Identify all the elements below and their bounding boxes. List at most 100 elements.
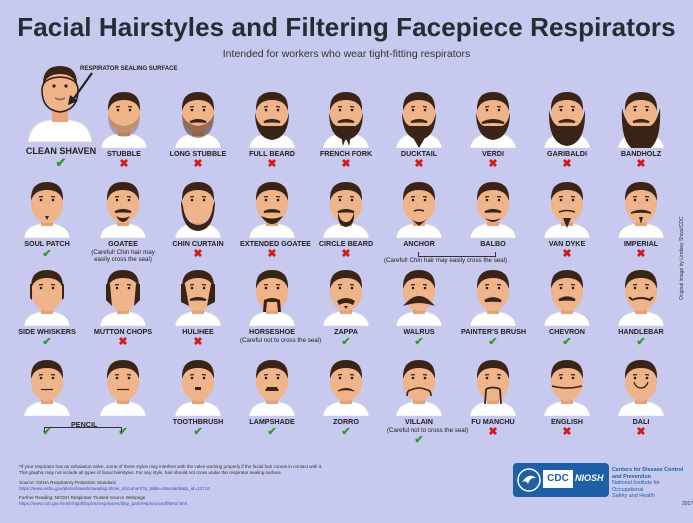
- hairstyle-handlebar: HANDLEBAR ✔: [609, 264, 673, 348]
- clean-shaven-figure: [24, 60, 96, 142]
- face-illustration: [617, 270, 665, 326]
- hairstyle-imperial: IMPERIAL ✖: [609, 176, 673, 260]
- hairstyle-english: ENGLISH ✖: [535, 354, 599, 438]
- face-illustration: [395, 92, 443, 148]
- hairstyle-painter: PAINTER'S BRUSH ✔: [461, 264, 527, 348]
- face-illustration: [617, 360, 665, 416]
- hairstyle-chevron: CHEVRON ✔: [535, 264, 599, 348]
- face-illustration: [617, 92, 665, 148]
- footer-line1: *If your respirator has an exhalation va…: [19, 464, 323, 469]
- cdc-line1: Centers for Disease Control: [612, 467, 684, 473]
- face-illustration: [174, 270, 222, 326]
- hairstyle-label: IMPERIAL: [623, 239, 659, 248]
- face-illustration: [322, 182, 370, 238]
- hairstyle-label: [15, 417, 79, 426]
- hairstyle-label: ENGLISH: [551, 417, 583, 426]
- hairstyle-chincurtain: CHIN CURTAIN ✖: [166, 176, 230, 260]
- hairstyle-note: (Careful not to cross the seal): [387, 427, 469, 434]
- hairstyle-label: ZAPPA: [334, 327, 358, 336]
- face-illustration: [395, 360, 443, 416]
- hairstyle-label: HORSESHOE: [249, 327, 295, 336]
- face-illustration: [469, 92, 517, 148]
- face-illustration: [469, 270, 517, 326]
- x-icon: ✖: [341, 248, 351, 260]
- hhs-eagle-icon: [517, 468, 541, 492]
- face-illustration: [174, 92, 222, 148]
- face-illustration: [543, 270, 591, 326]
- hairstyle-toothbrush: TOOTHBRUSH ✔: [166, 354, 230, 438]
- hairstyle-label: EXTENDED GOATEE: [240, 239, 311, 248]
- check-icon: ✔: [42, 248, 52, 260]
- face-illustration: [99, 182, 147, 238]
- hairstyle-anchor: ANCHOR: [387, 176, 451, 248]
- check-icon: ✔: [562, 336, 572, 348]
- check-icon: ✔: [42, 336, 52, 348]
- page-subtitle: Intended for workers who wear tight-fitt…: [222, 48, 471, 60]
- footer-further-link[interactable]: https://www.cdc.gov/niosh/npptl/topics/r…: [19, 501, 188, 507]
- hairstyle-label: FRENCH FORK: [319, 149, 373, 158]
- hairstyle-label: PAINTER'S BRUSH: [461, 327, 527, 336]
- hairstyle-label: CHEVRON: [549, 327, 585, 336]
- face-illustration: [617, 182, 665, 238]
- hairstyle-ducktail: DUCKTAIL ✖: [387, 86, 451, 170]
- x-icon: ✖: [488, 426, 498, 438]
- hairstyle-villain: VILLAIN (Careful not to cross the seal) ✔: [387, 354, 469, 446]
- hairstyle-label: MUTTON CHOPS: [93, 327, 153, 336]
- hairstyle-hulihee: HULIHEE ✖: [166, 264, 230, 348]
- hairstyle-fork: FRENCH FORK ✖: [314, 86, 378, 170]
- hairstyle-label: LONG STUBBLE: [169, 149, 227, 158]
- face-illustration: [469, 182, 517, 238]
- x-icon: ✖: [636, 158, 646, 170]
- page-number: 2017: [682, 501, 693, 507]
- footer-further: Further Reading: NIOSH Respirator Truste…: [19, 495, 146, 501]
- hairstyle-label: [91, 417, 155, 426]
- hairstyle-vandyke: VAN DYKE ✖: [535, 176, 599, 260]
- hairstyle-label: FU MANCHU: [471, 417, 515, 426]
- clean-shaven-label: CLEAN SHAVEN: [25, 146, 97, 156]
- x-icon: ✖: [341, 158, 351, 170]
- face-illustration: [100, 92, 148, 148]
- face-illustration: [543, 182, 591, 238]
- hairstyle-goatee: GOATEE (Careful! Chin hair may easily cro…: [91, 176, 155, 263]
- check-icon: ✔: [42, 426, 52, 438]
- hairstyle-label: GOATEE: [108, 239, 138, 248]
- x-icon: ✖: [193, 158, 203, 170]
- hairstyle-label: FULL BEARD: [249, 149, 295, 158]
- check-icon: ✔: [267, 426, 277, 438]
- hairstyle-extgoatee: EXTENDED GOATEE ✖: [240, 176, 311, 260]
- cdc-agency-text: Centers for Disease Control and Preventi…: [612, 467, 692, 500]
- face-illustration: [248, 270, 296, 326]
- face-illustration: [99, 360, 147, 416]
- x-icon: ✖: [488, 158, 498, 170]
- hairstyle-longstubble: LONG STUBBLE ✖: [166, 86, 230, 170]
- cdc-logo-text: CDC: [543, 470, 573, 488]
- check-icon: ✔: [118, 426, 128, 438]
- arrow-icon: [68, 72, 93, 105]
- hairstyle-label: TOOTHBRUSH: [172, 417, 224, 426]
- clean-shaven-illustration: [27, 66, 93, 142]
- cdc-line4: Safety and Health: [612, 493, 655, 500]
- check-icon: ✔: [414, 434, 424, 446]
- hairstyle-label: CIRCLE BEARD: [318, 239, 374, 248]
- x-icon: ✖: [267, 158, 277, 170]
- check-icon: ✔: [193, 426, 203, 438]
- face-illustration: [174, 360, 222, 416]
- x-icon: ✖: [193, 248, 203, 260]
- check-icon: ✔: [636, 336, 646, 348]
- hairstyle-label: DALI: [632, 417, 650, 426]
- hairstyle-note: (Careful! Chin hair may easily cross the…: [91, 249, 155, 263]
- face-illustration: [543, 360, 591, 416]
- hairstyle-label: VERDI: [482, 149, 504, 158]
- hairstyle-balbo: BALBO: [461, 176, 525, 248]
- face-illustration: [248, 182, 296, 238]
- footer-source-link[interactable]: https://www.osha.gov/pls/oshaweb/owadisp…: [19, 485, 210, 491]
- face-illustration: [174, 182, 222, 238]
- x-icon: ✖: [562, 158, 572, 170]
- face-illustration: [23, 270, 71, 326]
- side-credit: Original image by Lindsey Shaw/CDC: [679, 216, 685, 300]
- hairstyle-dali: DALI ✖: [609, 354, 673, 438]
- x-icon: ✖: [562, 426, 572, 438]
- face-illustration: [23, 360, 71, 416]
- hairstyle-label: STUBBLE: [107, 149, 141, 158]
- hairstyle-label: SOUL PATCH: [24, 239, 70, 248]
